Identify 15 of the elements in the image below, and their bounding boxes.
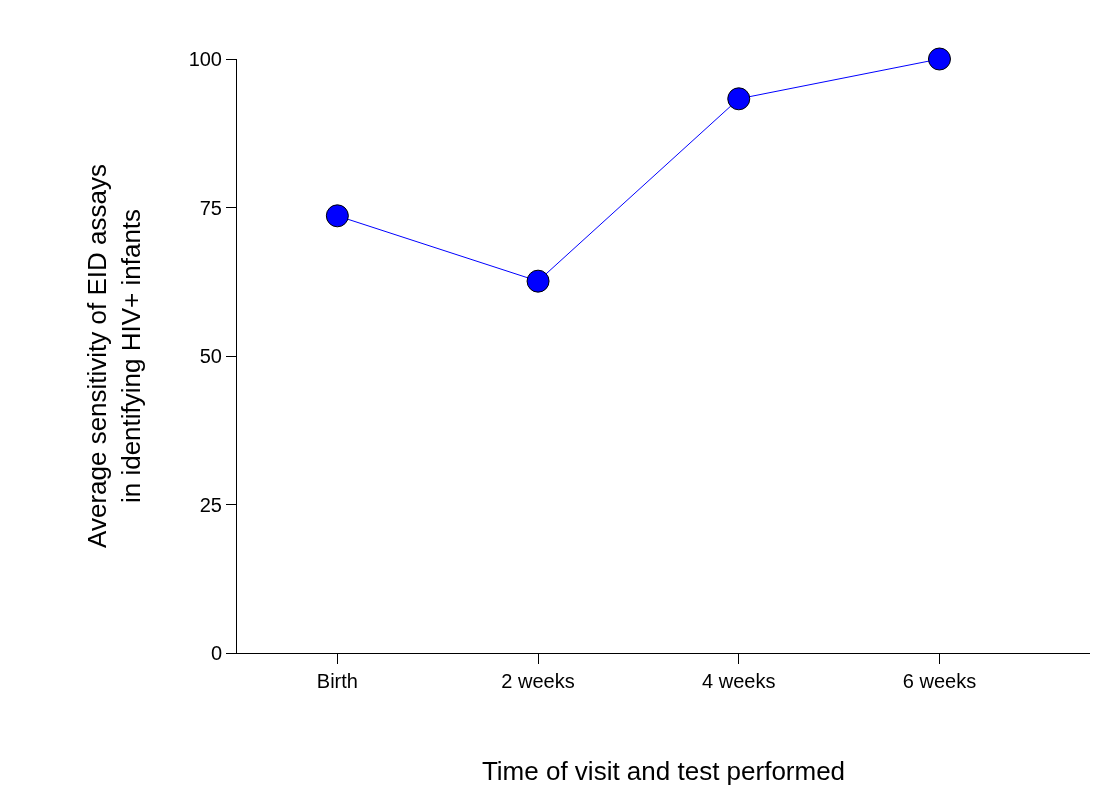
y-tick-label: 75	[199, 196, 222, 219]
point	[927, 47, 951, 71]
x-axis-title: Time of visit and test performed	[481, 755, 846, 786]
y-tick-label: 25	[199, 493, 222, 516]
y-axis-title: Average sensitivity of EID assays in identifying HIV+ infants	[82, 164, 147, 548]
y-tick-label: 100	[188, 48, 222, 70]
y-tick-label: 50	[199, 345, 222, 367]
x-tick-label: Birth	[316, 670, 358, 692]
point	[526, 269, 550, 293]
point	[325, 204, 349, 228]
point	[727, 87, 751, 111]
x-tick-label: 4 weeks	[702, 670, 776, 692]
y-tick-label: 0	[210, 642, 222, 664]
x-tick-label: 6 weeks	[902, 670, 977, 692]
x-tick-label: 2 weeks	[501, 670, 575, 692]
